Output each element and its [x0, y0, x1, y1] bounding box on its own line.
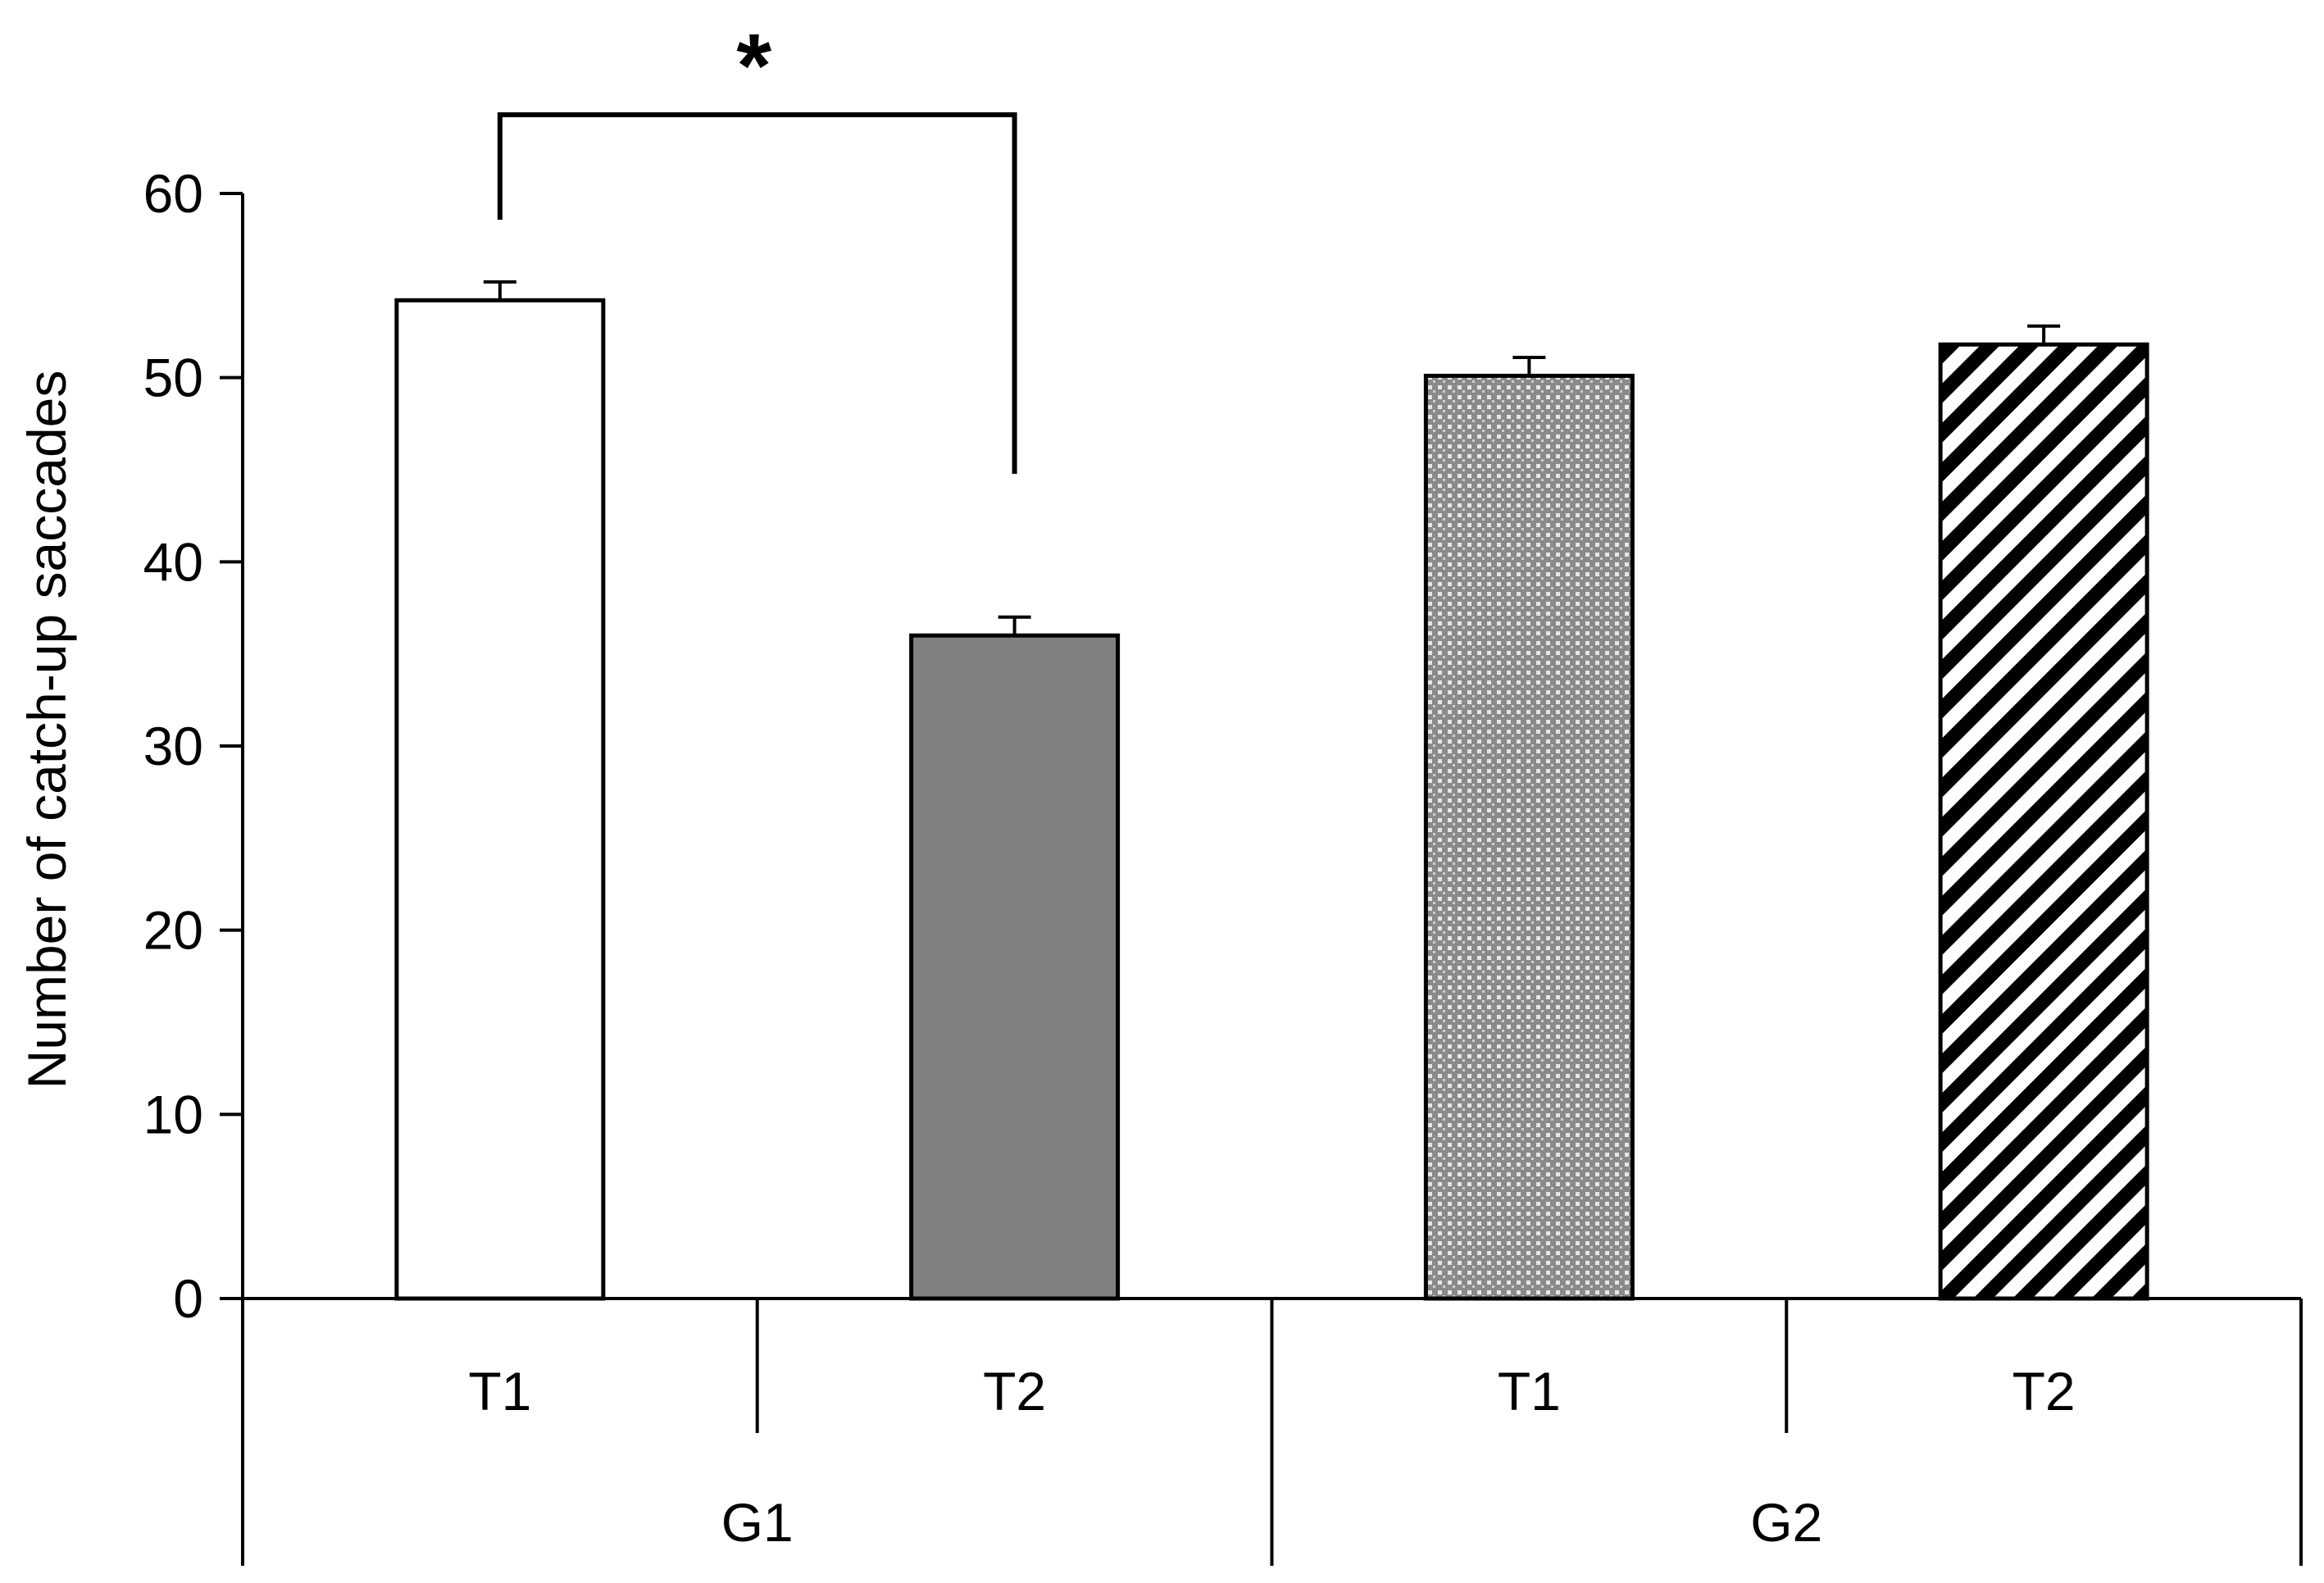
bar — [1938, 342, 2149, 1301]
group-label: G2 — [1750, 1492, 1822, 1553]
y-tick-label: 50 — [143, 348, 203, 408]
y-axis: 0 10 20 30 40 50 60 — [143, 163, 244, 1329]
y-tick-label: 0 — [173, 1268, 203, 1329]
y-axis-title: Number of catch-up saccades — [16, 371, 77, 1089]
y-tick-label: 10 — [143, 1084, 203, 1144]
bar — [909, 633, 1121, 1301]
significance-annotation: * — [497, 16, 1017, 474]
bar — [394, 298, 606, 1301]
category-label: T1 — [468, 1361, 531, 1422]
category-label: T2 — [983, 1361, 1046, 1422]
bar — [1423, 373, 1635, 1301]
y-tick-label: 60 — [143, 163, 203, 224]
y-tick-label: 30 — [143, 716, 203, 776]
y-tick-label: 20 — [143, 900, 203, 961]
significance-bracket — [497, 112, 1017, 474]
y-tick-label: 40 — [143, 531, 203, 592]
group-label: G1 — [721, 1492, 794, 1553]
category-label: T2 — [2012, 1361, 2076, 1422]
category-label: T1 — [1498, 1361, 1561, 1422]
significance-star: * — [736, 16, 771, 116]
bars — [394, 280, 2149, 1301]
x-axis: T1 T2 G1 T1 T2 G2 — [241, 1297, 2303, 1566]
